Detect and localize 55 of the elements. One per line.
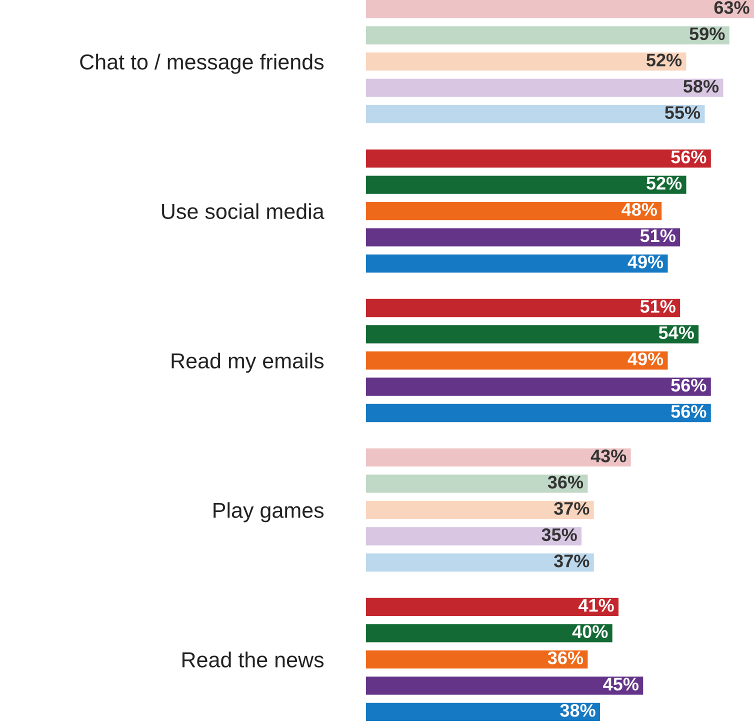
data-label: 38% [560, 704, 596, 717]
y-tick-label: Read the news [182, 652, 324, 668]
bar [366, 527, 582, 546]
bar [366, 149, 711, 168]
data-label: 55% [664, 106, 700, 119]
data-label: 52% [646, 176, 682, 190]
bar [366, 676, 644, 695]
data-label: 56% [671, 150, 706, 164]
data-label: 49% [628, 256, 664, 268]
data-label: 35% [542, 528, 577, 542]
bar [366, 0, 754, 18]
y-tick-label: Play games [214, 502, 324, 522]
bar [366, 378, 711, 396]
y-tick-label: Read my emails [172, 352, 324, 373]
bar [366, 228, 680, 246]
bar [366, 351, 668, 370]
data-label: 37% [554, 502, 590, 515]
data-label: 54% [658, 326, 694, 340]
bar [366, 105, 705, 124]
data-label: 51% [640, 229, 676, 242]
data-label: 56% [671, 405, 706, 418]
data-label: 59% [690, 27, 725, 40]
data-label: 40% [572, 625, 608, 638]
data-label: 37% [554, 554, 590, 568]
bar [366, 474, 588, 493]
bar [366, 254, 668, 273]
bar [366, 598, 619, 616]
data-label: 48% [622, 203, 657, 216]
data-label: 41% [578, 599, 614, 612]
bar [366, 404, 711, 422]
data-label: 52% [646, 54, 682, 66]
bar [366, 650, 588, 669]
bar [366, 52, 686, 71]
bar [366, 26, 730, 44]
data-label: 49% [628, 352, 664, 366]
data-label: 43% [590, 450, 626, 462]
bar [366, 325, 699, 344]
y-tick-label: Chat to / message friends [80, 54, 324, 74]
data-label: 58% [683, 80, 719, 93]
bar [366, 202, 662, 220]
bar [366, 298, 680, 318]
data-label: 56% [671, 378, 706, 392]
y-tick-label: Use social media [162, 203, 324, 220]
data-label: 36% [548, 651, 584, 664]
bar [366, 702, 600, 722]
bar [366, 78, 724, 97]
data-label: 36% [548, 476, 584, 489]
bar [366, 624, 612, 642]
bar [366, 176, 686, 194]
data-label: 51% [640, 300, 676, 313]
data-label: 63% [714, 1, 750, 14]
data-label: 45% [603, 678, 638, 691]
bar [366, 500, 594, 520]
bar [366, 448, 631, 467]
bar [366, 553, 594, 572]
